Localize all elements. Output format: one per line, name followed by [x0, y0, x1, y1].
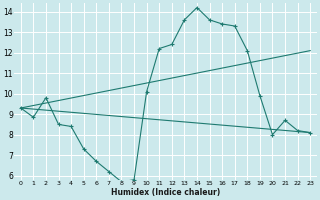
X-axis label: Humidex (Indice chaleur): Humidex (Indice chaleur)	[111, 188, 220, 197]
